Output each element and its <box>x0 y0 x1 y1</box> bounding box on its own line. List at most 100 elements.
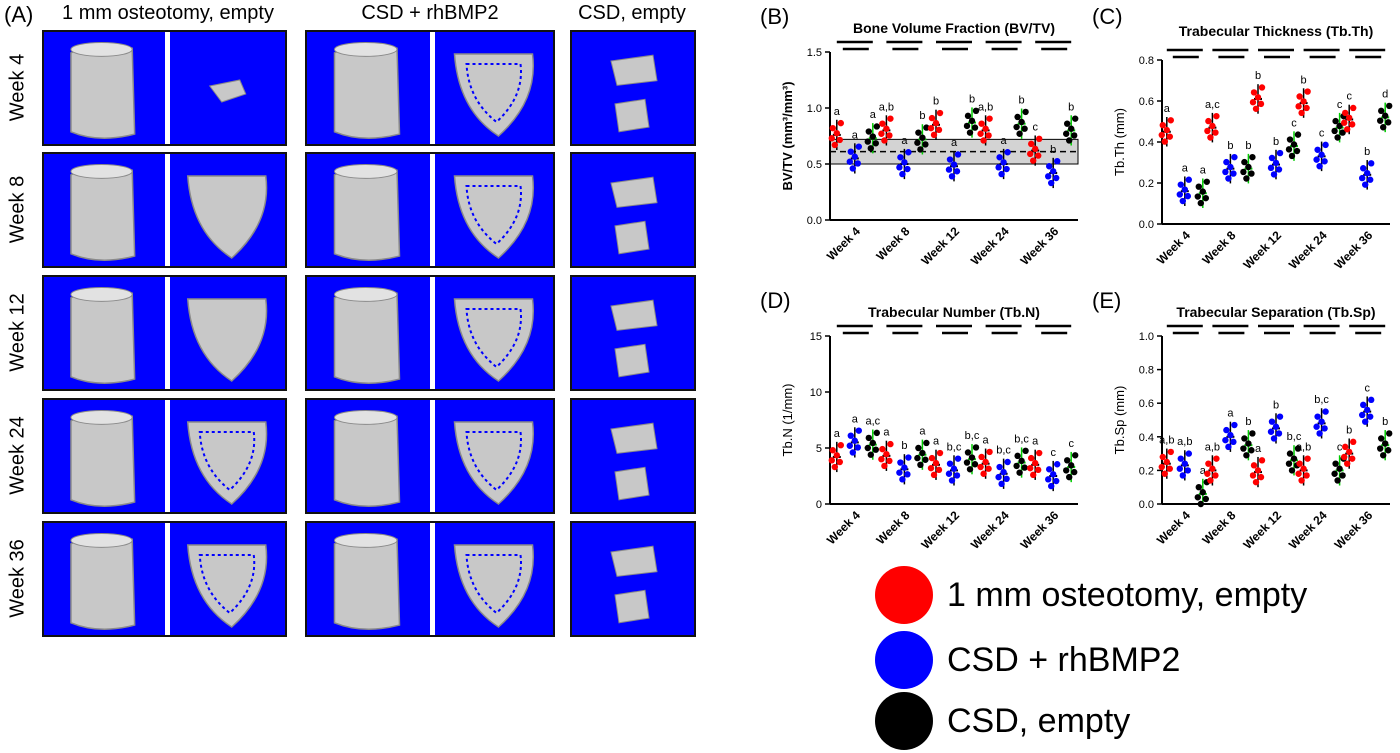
data-point <box>930 471 938 479</box>
chart-title: Bone Volume Fraction (BV/TV) <box>853 20 1055 36</box>
data-point <box>1243 175 1250 182</box>
data-point <box>873 429 880 437</box>
y-tick-label: 10 <box>810 387 822 399</box>
data-point <box>1313 156 1320 163</box>
data-point <box>864 138 871 145</box>
bone-render <box>70 163 268 261</box>
trabecular-network <box>198 554 256 615</box>
data-point <box>995 164 1002 171</box>
significance-letter: b <box>1245 416 1251 428</box>
data-point <box>1194 193 1202 200</box>
data-point <box>986 448 993 456</box>
bone-render <box>70 41 247 139</box>
data-point <box>932 459 940 467</box>
data-point <box>1030 471 1037 479</box>
significance-letter: b <box>1364 146 1370 158</box>
data-point <box>1166 133 1174 140</box>
data-point <box>1204 470 1211 477</box>
data-point <box>837 119 844 127</box>
data-point <box>996 154 1003 161</box>
bone-fragment <box>610 176 658 208</box>
chart-2: (C) Trabecular Thickness (Tb.Th) 0.0 0.2 0.4… <box>1092 4 1393 272</box>
data-point <box>927 464 935 472</box>
data-point <box>1179 197 1187 205</box>
data-point <box>836 136 843 144</box>
y-tick-label: 0.0 <box>1139 219 1154 231</box>
data-point <box>1332 117 1339 125</box>
data-point <box>1054 158 1061 165</box>
data-point <box>1048 179 1055 187</box>
data-point <box>1014 113 1021 121</box>
bone-render <box>333 163 534 261</box>
data-point <box>829 124 836 132</box>
legend-label: CSD, empty <box>947 701 1131 740</box>
significance-letter: c <box>1337 441 1343 453</box>
x-tick-label: Week 36 <box>1332 228 1376 272</box>
bone-render <box>70 286 268 384</box>
data-point <box>1290 141 1298 148</box>
data-point <box>954 455 962 462</box>
data-point <box>1161 138 1169 145</box>
significance-letter: b <box>1050 144 1056 156</box>
data-point <box>935 466 943 474</box>
y-tick-label: 0.8 <box>1139 365 1154 377</box>
data-point <box>1225 175 1232 182</box>
data-point <box>1230 170 1237 177</box>
legend-item-osteotomy: 1 mm osteotomy, empty <box>875 566 1307 624</box>
bone-end <box>70 163 133 179</box>
data-point <box>1336 122 1343 130</box>
data-point <box>847 148 854 155</box>
data-point <box>1288 467 1296 474</box>
data-point <box>1018 118 1025 126</box>
tile-divider <box>430 32 435 144</box>
legend-label: CSD + rhBMP2 <box>947 640 1181 679</box>
data-point <box>1053 477 1060 485</box>
micro-ct-tile <box>305 275 555 391</box>
significance-letter: c <box>1346 91 1352 103</box>
micro-ct-tile <box>570 275 696 391</box>
data-point <box>1286 136 1294 143</box>
data-point <box>1021 464 1028 471</box>
data-point <box>968 117 976 125</box>
data-point <box>867 451 874 458</box>
data-point <box>1028 140 1035 148</box>
data-point <box>1313 423 1320 430</box>
data-point <box>1000 468 1007 476</box>
data-point <box>1377 117 1384 124</box>
data-point <box>1032 459 1039 467</box>
y-axis-label: Tb.Sp (mm) <box>1112 386 1127 455</box>
data-point <box>1177 181 1185 188</box>
significance-letter: a <box>1164 103 1171 115</box>
data-point <box>896 164 903 171</box>
x-tick-label: Week 12 <box>1240 508 1284 552</box>
data-point <box>1267 164 1275 172</box>
bone-fragment <box>610 422 658 454</box>
data-point <box>980 137 987 144</box>
data-point <box>1248 170 1255 177</box>
data-point <box>1167 448 1175 456</box>
data-point <box>948 173 956 180</box>
data-point <box>977 130 984 137</box>
data-point <box>846 158 853 165</box>
micro-ct-tile <box>305 152 555 268</box>
data-point <box>1342 443 1349 451</box>
bone-render <box>70 409 268 507</box>
trabecular-network <box>198 431 256 492</box>
data-point <box>928 114 936 122</box>
trabecular-network <box>465 185 522 246</box>
y-axis-label: Tb.Th (mm) <box>1112 108 1127 176</box>
x-tick-label: Week 4 <box>824 508 863 547</box>
significance-letter: a <box>852 129 859 141</box>
data-point <box>878 456 885 463</box>
data-point <box>946 460 954 467</box>
data-point <box>901 159 908 166</box>
data-point <box>1207 477 1214 484</box>
data-point <box>966 466 974 473</box>
data-point <box>1204 127 1211 135</box>
data-point <box>1331 470 1338 477</box>
column-title-rhbmp2: CSD + rhBMP2 <box>361 2 499 24</box>
data-point <box>1035 466 1042 474</box>
data-point <box>1030 157 1037 164</box>
data-point <box>915 129 922 136</box>
data-point <box>904 471 911 478</box>
